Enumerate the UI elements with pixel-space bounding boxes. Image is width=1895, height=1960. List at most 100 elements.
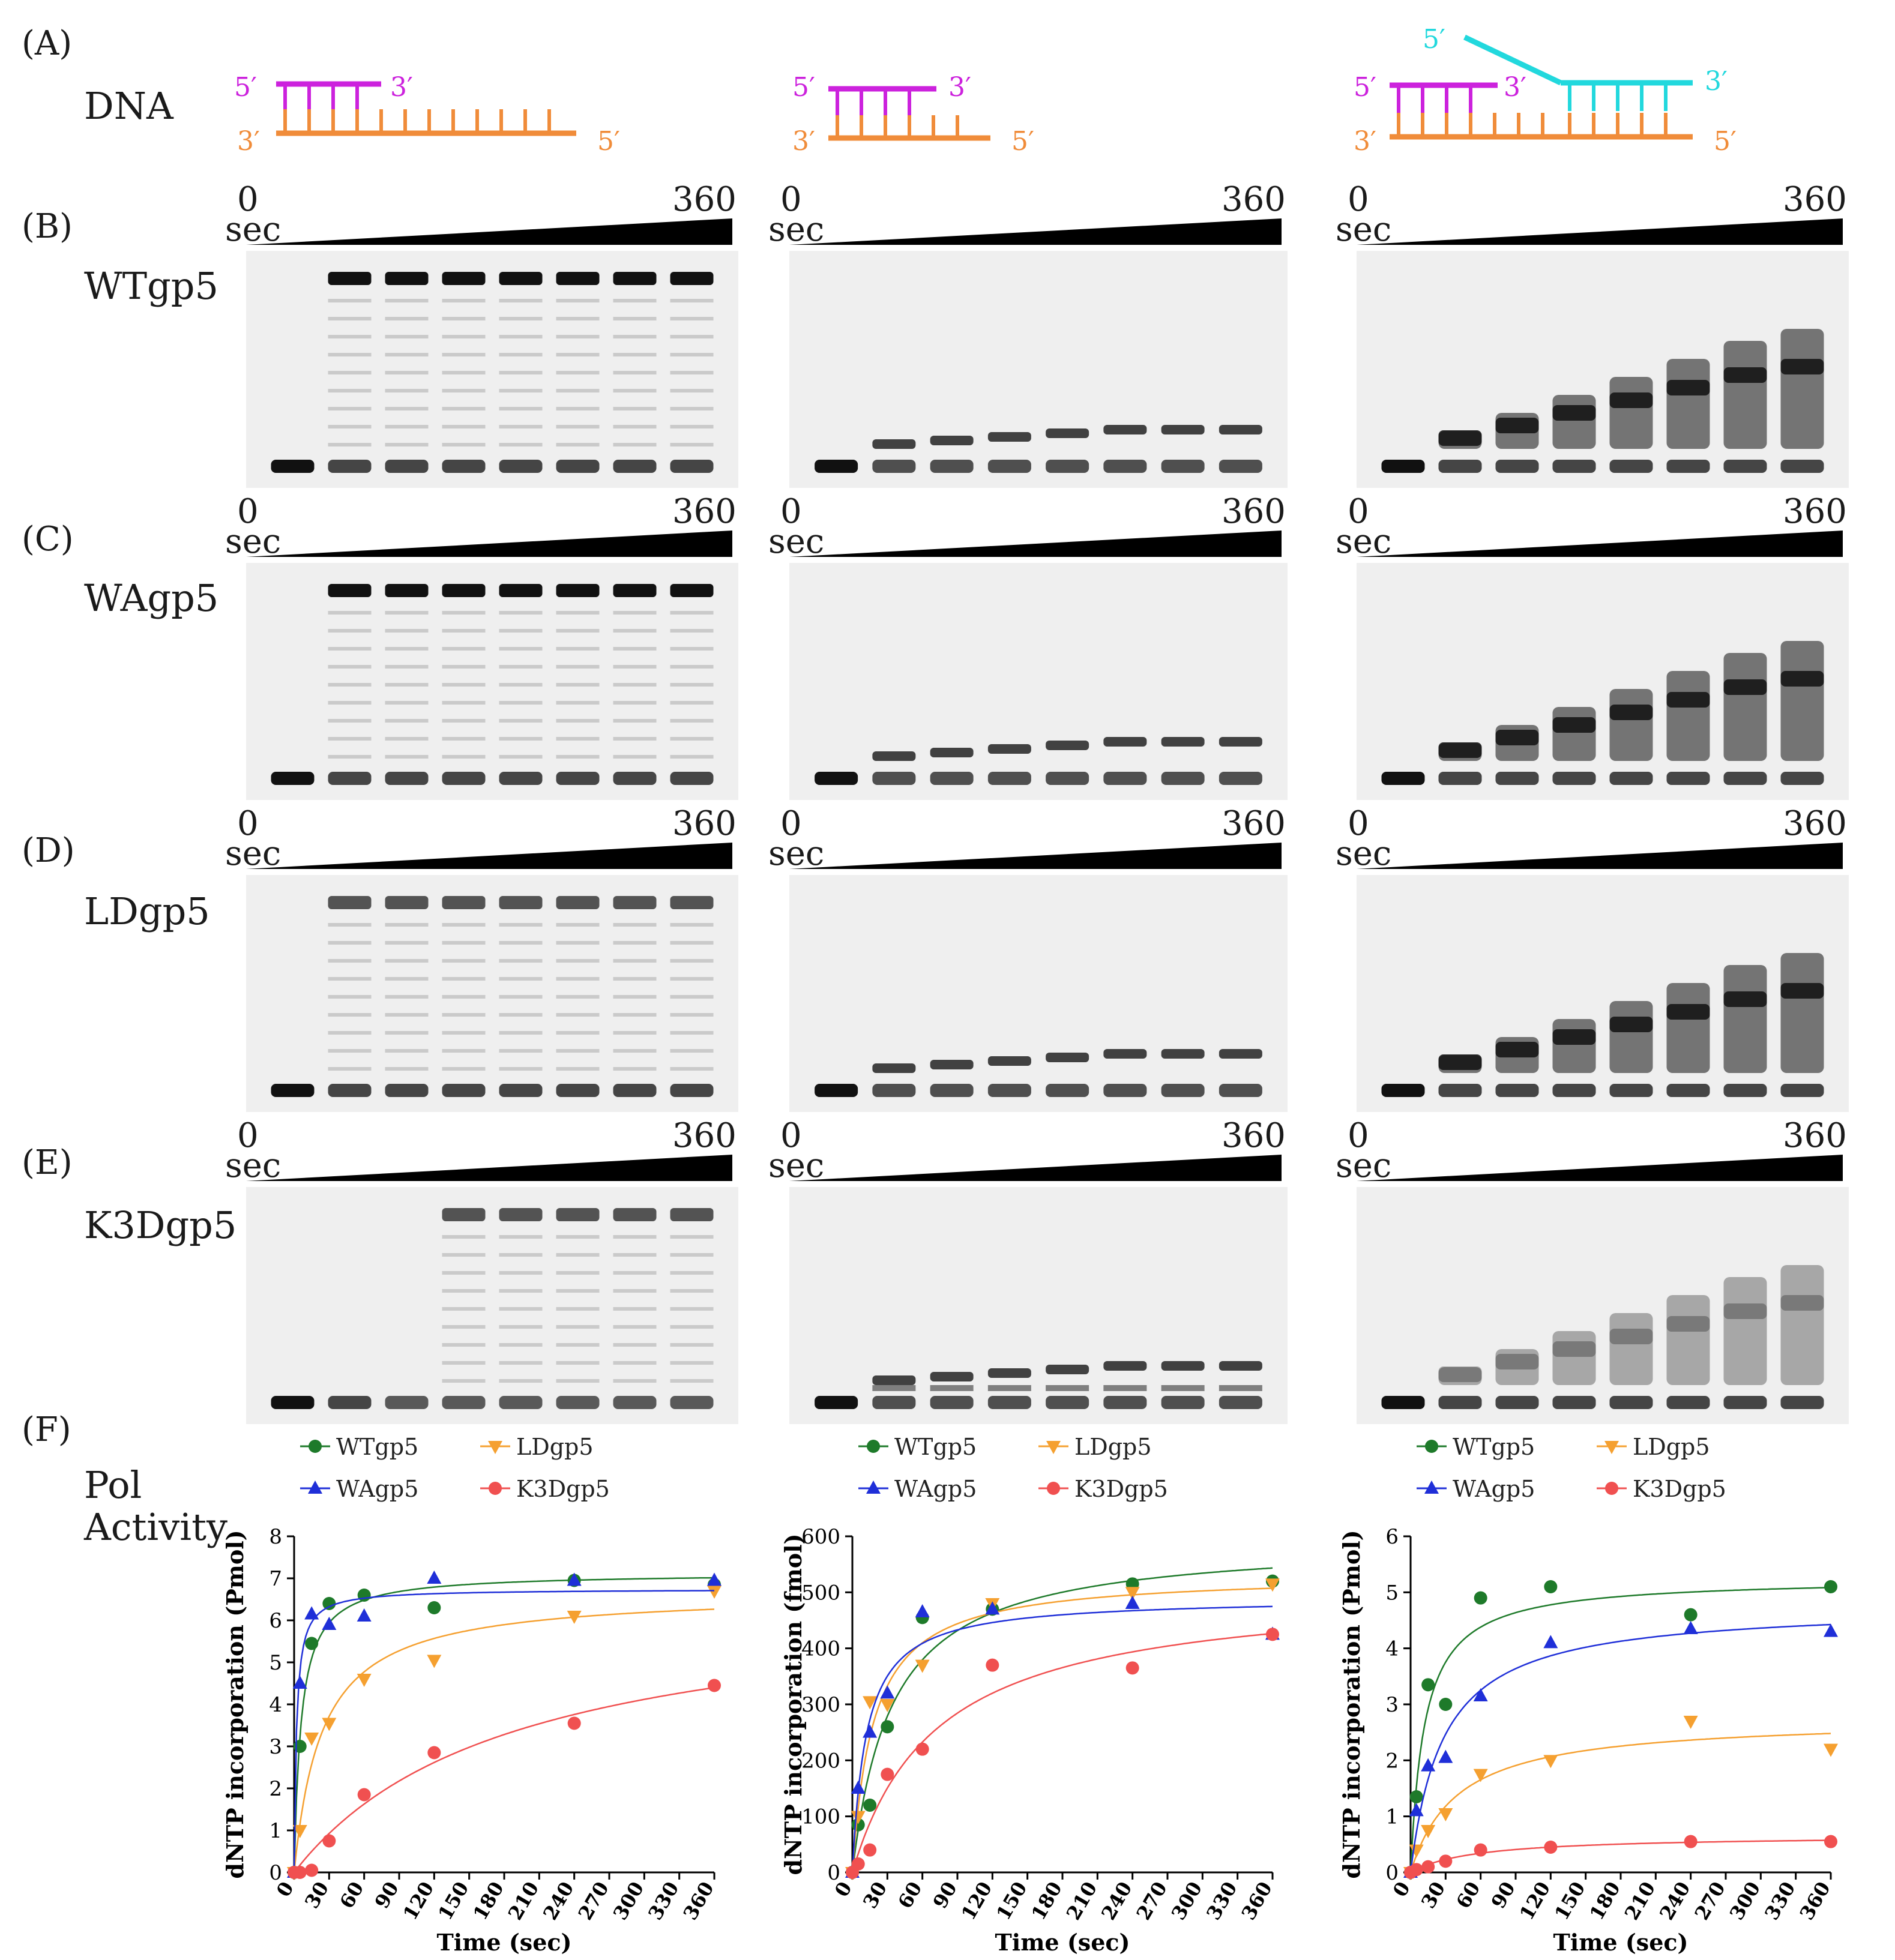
dna1-template-3p: 3′ (237, 126, 260, 157)
legend-k3dgp5: K3Dgp5 (1597, 1476, 1726, 1502)
time-wedge (789, 1155, 1282, 1181)
data-point-wagp5 (1438, 1749, 1453, 1763)
data-point-wagp5 (567, 1572, 582, 1586)
x-tick-label: 30 (858, 1878, 891, 1913)
data-point-ldgp5 (1409, 1844, 1424, 1858)
data-point-wtgp5 (1439, 1698, 1453, 1711)
pol-label-line2: Activity (84, 1505, 228, 1549)
time-unit-label: sec (768, 1146, 825, 1185)
time-end-label: 360 (672, 180, 737, 219)
data-point-ldgp5 (567, 1611, 582, 1624)
x-tick-label: 150 (1550, 1878, 1589, 1924)
chart-primer-template-short: WTgp5 LDgp5 WAgp5 K3Dgp5 0 100 200 300 400 500 600… (780, 1434, 1280, 1956)
y-axis-title: dNTP incorporation (Pmol) (221, 1530, 249, 1878)
data-point-wagp5 (985, 1601, 1000, 1615)
svg-text:WAgp5: WAgp5 (336, 1476, 418, 1502)
data-point-ldgp5 (1421, 1825, 1436, 1838)
data-point-k3dgp5 (881, 1767, 894, 1781)
data-point-k3dgp5 (1824, 1835, 1837, 1848)
panel-label-d: (D) (22, 831, 75, 870)
pol-label-line1: Pol (84, 1463, 142, 1507)
dna3-template-5p: 5′ (1714, 126, 1737, 157)
x-tick-label: 30 (1417, 1878, 1450, 1913)
data-point-ldgp5 (880, 1699, 895, 1712)
dna1-primer-3p: 3′ (390, 72, 413, 103)
x-tick-label: 90 (370, 1878, 403, 1913)
fit-curve-wagp5 (1409, 1623, 1831, 1873)
dna-primer-template-short: 5′ 3′ 3′ 5′ (792, 72, 1034, 157)
fit-curve-k3dgp5 (294, 1686, 715, 1873)
data-point-wagp5 (1473, 1688, 1488, 1701)
x-tick-label: 270 (1690, 1878, 1730, 1924)
y-axis-title: dNTP incorporation (Pmol) (1338, 1530, 1365, 1878)
time-end-label: 360 (1783, 804, 1847, 843)
x-tick-label: 330 (1202, 1878, 1241, 1924)
gel-wagp5-long (246, 563, 738, 800)
svg-text:K3Dgp5: K3Dgp5 (1633, 1476, 1726, 1502)
time-end-label: 360 (1783, 1116, 1847, 1155)
time-wedge (246, 531, 732, 557)
time-start-label: 0 (780, 1116, 802, 1155)
x-tick-label: 300 (1167, 1878, 1207, 1924)
x-tick-label: 60 (335, 1878, 368, 1913)
y-tick-label: 600 (801, 1525, 840, 1549)
data-point-wagp5 (1125, 1596, 1140, 1609)
data-point-ldgp5 (292, 1825, 307, 1838)
x-tick-label: 270 (1132, 1878, 1172, 1924)
data-point-wtgp5 (863, 1799, 877, 1812)
y-tick-label: 4 (1385, 1637, 1399, 1661)
data-point-wagp5 (1409, 1803, 1424, 1817)
gel-wtgp5-short (789, 251, 1288, 488)
data-point-ldgp5 (427, 1655, 442, 1668)
time-wedge (246, 218, 732, 245)
time-wedge (789, 843, 1282, 869)
x-tick-label: 360 (679, 1878, 719, 1924)
data-point-k3dgp5 (1544, 1841, 1558, 1854)
y-tick-label: 3 (269, 1735, 282, 1759)
data-point-ldgp5 (1438, 1808, 1453, 1821)
dna-primer-template-long: 5′ 3′ 3′ 5′ (234, 72, 620, 157)
svg-text:K3Dgp5: K3Dgp5 (516, 1476, 610, 1502)
gel-wagp5-short (789, 563, 1288, 800)
time-wedge (1357, 531, 1843, 557)
data-point-wagp5 (915, 1604, 930, 1617)
time-end-label: 360 (1783, 180, 1847, 219)
data-point-wagp5 (707, 1572, 722, 1586)
data-point-ldgp5 (357, 1674, 372, 1687)
y-tick-label: 400 (801, 1637, 840, 1661)
fit-curve-wagp5 (851, 1605, 1273, 1873)
gel-ldgp5-short (789, 875, 1288, 1112)
legend-ldgp5: LDgp5 (1038, 1434, 1152, 1460)
fit-curve-ldgp5 (1409, 1733, 1831, 1873)
svg-text:K3Dgp5: K3Dgp5 (1074, 1476, 1168, 1502)
data-point-wtgp5 (427, 1601, 441, 1614)
dna3-template-3p: 3′ (1354, 126, 1376, 157)
data-point-wagp5 (863, 1724, 878, 1738)
data-point-k3dgp5 (1409, 1863, 1423, 1877)
time-wedge (1357, 1155, 1843, 1181)
data-point-wagp5 (1824, 1623, 1838, 1637)
legend-wagp5: WAgp5 (300, 1476, 418, 1502)
dna-row-label: DNA (84, 84, 173, 128)
y-tick-label: 100 (801, 1805, 840, 1829)
time-start-label: 0 (780, 492, 802, 531)
data-point-k3dgp5 (915, 1742, 929, 1756)
x-tick-label: 180 (1027, 1878, 1067, 1924)
data-point-ldgp5 (1265, 1578, 1280, 1592)
dna3-flap-3p: 3′ (1705, 66, 1728, 97)
svg-text:WTgp5: WTgp5 (336, 1434, 418, 1460)
data-point-ldgp5 (304, 1733, 319, 1746)
gel-k3dgp5-short (789, 1187, 1288, 1424)
time-wedge (1357, 218, 1843, 245)
fit-curve-k3dgp5 (851, 1632, 1273, 1873)
panel-label-b: (B) (22, 207, 73, 246)
time-unit-label: sec (225, 210, 282, 249)
time-start-label: 0 (1348, 804, 1369, 843)
legend-ldgp5: LDgp5 (1597, 1434, 1710, 1460)
x-tick-label: 180 (1585, 1878, 1625, 1924)
dna3-flap-5p: 5′ (1423, 24, 1445, 55)
x-tick-label: 210 (504, 1878, 543, 1924)
data-point-k3dgp5 (708, 1679, 721, 1692)
svg-text:LDgp5: LDgp5 (516, 1434, 594, 1460)
